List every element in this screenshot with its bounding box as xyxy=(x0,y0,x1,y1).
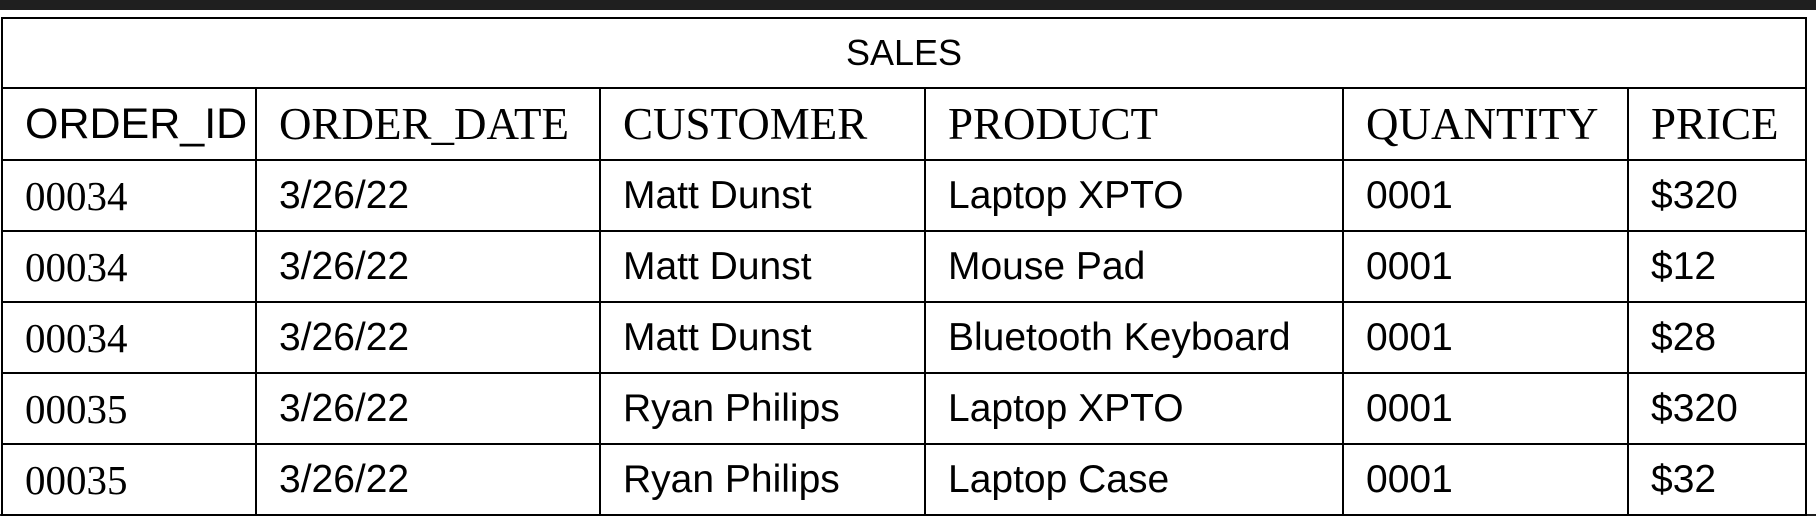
cell-product: Bluetooth Keyboard xyxy=(924,301,1344,374)
column-header-quantity: QUANTITY xyxy=(1342,87,1629,161)
cell-order-id: 00034 xyxy=(1,159,257,232)
cell-order-id: 00034 xyxy=(1,301,257,374)
table-row: 00034 3/26/22 Matt Dunst Laptop XPTO 000… xyxy=(1,159,1808,232)
cell-order-date: 3/26/22 xyxy=(255,230,601,303)
table-row: 00034 3/26/22 Matt Dunst Mouse Pad 0001 … xyxy=(1,230,1808,303)
cell-price: $320 xyxy=(1626,159,1808,232)
cell-price: $320 xyxy=(1626,372,1808,445)
cell-quantity: 0001 xyxy=(1342,230,1629,303)
cell-order-date: 3/26/22 xyxy=(255,443,601,516)
cell-product: Mouse Pad xyxy=(924,230,1344,303)
table-header-row: ORDER_ID ORDER_DATE CUSTOMER PRODUCT QUA… xyxy=(1,87,1808,161)
cell-customer: Matt Dunst xyxy=(599,159,926,232)
cell-order-date: 3/26/22 xyxy=(255,159,601,232)
table-row: 00035 3/26/22 Ryan Philips Laptop Case 0… xyxy=(1,443,1808,516)
cell-quantity: 0001 xyxy=(1342,443,1629,516)
cell-product: Laptop Case xyxy=(924,443,1344,516)
column-header-price: PRICE xyxy=(1626,87,1808,161)
cell-price: $28 xyxy=(1626,301,1808,374)
column-header-product: PRODUCT xyxy=(924,87,1344,161)
cell-order-id: 00035 xyxy=(1,372,257,445)
cell-product: Laptop XPTO xyxy=(924,372,1344,445)
table-title: SALES xyxy=(0,17,1808,89)
sales-table: SALES ORDER_ID ORDER_DATE CUSTOMER PRODU… xyxy=(0,17,1808,516)
document-page: SALES ORDER_ID ORDER_DATE CUSTOMER PRODU… xyxy=(0,10,1816,516)
cell-order-id: 00035 xyxy=(1,443,257,516)
cell-customer: Ryan Philips xyxy=(599,372,926,445)
column-header-order-id: ORDER_ID xyxy=(1,87,257,161)
cell-product: Laptop XPTO xyxy=(924,159,1344,232)
cell-price: $32 xyxy=(1626,443,1808,516)
table-row: 00035 3/26/22 Ryan Philips Laptop XPTO 0… xyxy=(1,372,1808,445)
cell-customer: Matt Dunst xyxy=(599,301,926,374)
cell-customer: Matt Dunst xyxy=(599,230,926,303)
table-title-row: SALES xyxy=(0,17,1808,89)
cell-quantity: 0001 xyxy=(1342,301,1629,374)
table-row: 00034 3/26/22 Matt Dunst Bluetooth Keybo… xyxy=(1,301,1808,374)
cell-order-id: 00034 xyxy=(1,230,257,303)
cell-price: $12 xyxy=(1626,230,1808,303)
cell-quantity: 0001 xyxy=(1342,372,1629,445)
cell-customer: Ryan Philips xyxy=(599,443,926,516)
column-header-customer: CUSTOMER xyxy=(599,87,926,161)
cell-quantity: 0001 xyxy=(1342,159,1629,232)
cell-order-date: 3/26/22 xyxy=(255,372,601,445)
cell-order-date: 3/26/22 xyxy=(255,301,601,374)
column-header-order-date: ORDER_DATE xyxy=(255,87,601,161)
